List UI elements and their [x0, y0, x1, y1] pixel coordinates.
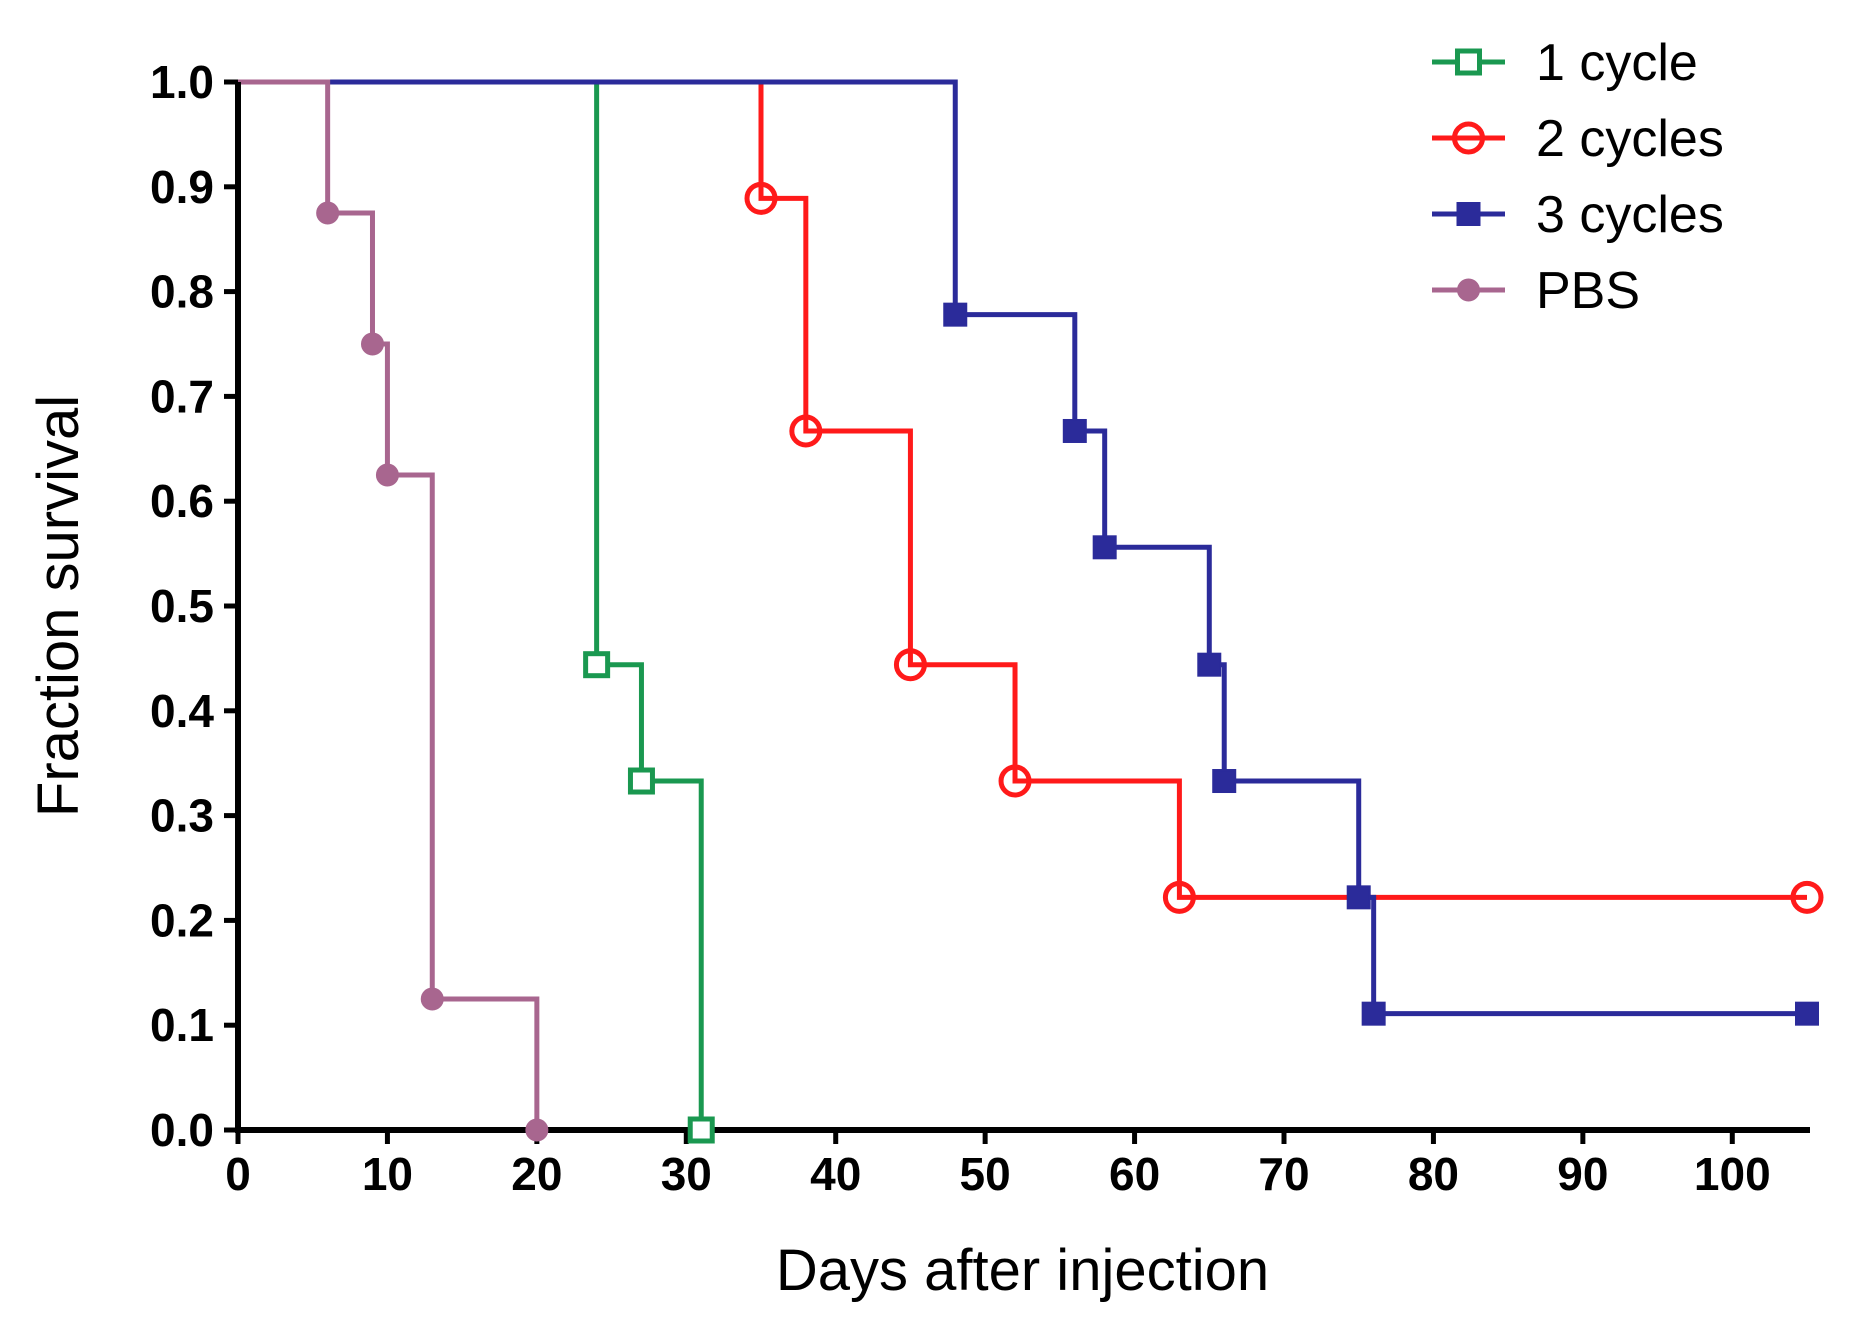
x-tick-label: 70 [1258, 1148, 1309, 1200]
x-tick-label: 90 [1557, 1148, 1608, 1200]
data-point-3-cycles [1795, 1001, 1819, 1026]
data-point-3-cycles [1197, 652, 1222, 677]
y-tick-label: 0.4 [150, 685, 214, 737]
series-line-1-cycle [238, 79, 704, 1130]
data-point-2-cycles [998, 764, 1032, 798]
data-point-3-cycles [943, 302, 968, 327]
data-point-1-cycle [687, 1116, 715, 1144]
data-point-1-cycle [583, 651, 611, 679]
y-tick-label: 0.1 [150, 999, 214, 1051]
y-tick-label: 0.3 [150, 790, 214, 842]
data-point-3-cycles [1062, 418, 1087, 443]
x-tick-label: 10 [362, 1148, 413, 1200]
y-tick-label: 0.8 [150, 266, 214, 318]
data-point-pbs [420, 987, 444, 1011]
data-point-3-cycles [1092, 535, 1117, 560]
legend: 1 cycle 2 cycles 3 cycles PBS [1432, 34, 1724, 320]
x-tick-label: 50 [960, 1148, 1011, 1200]
legend-marker-2-cycles [1452, 121, 1485, 155]
y-tick-label: 0.2 [150, 894, 214, 946]
y-tick-label: 0.5 [150, 580, 214, 632]
data-point-2-cycles [1790, 880, 1824, 914]
data-point-3-cycles [1361, 1001, 1386, 1026]
legend-label-2-cycles: 2 cycles [1536, 110, 1724, 168]
y-tick-label: 0.0 [150, 1104, 214, 1156]
data-point-3-cycles [1212, 769, 1237, 794]
data-point-pbs [525, 1118, 549, 1142]
data-point-2-cycles [789, 414, 823, 448]
legend-marker-pbs [1457, 278, 1480, 302]
y-axis-title: Fraction survival [26, 395, 91, 817]
data-point-pbs [316, 201, 340, 225]
ticks-layer: 0 10 20 30 40 50 60 70 80 90 100 0.0 0.1 0.2 0.3 0.4 0.5… [150, 56, 1771, 1200]
x-tick-label: 40 [810, 1148, 861, 1200]
data-point-2-cycles [1162, 880, 1196, 914]
data-point-pbs [375, 463, 399, 487]
series-line-2-cycles [238, 79, 1807, 900]
data-point-2-cycles [744, 181, 778, 215]
y-tick-label: 0.9 [150, 161, 214, 213]
legend-marker-1-cycle [1455, 48, 1482, 76]
x-tick-label: 20 [511, 1148, 562, 1200]
y-tick-label: 0.6 [150, 475, 214, 527]
x-tick-label: 30 [661, 1148, 712, 1200]
x-tick-label: 60 [1109, 1148, 1160, 1200]
x-tick-label: 80 [1408, 1148, 1459, 1200]
data-point-3-cycles [1346, 885, 1371, 910]
x-tick-label: 100 [1694, 1148, 1771, 1200]
y-tick-label: 0.7 [150, 370, 214, 422]
data-point-1-cycle [627, 767, 655, 795]
data-point-pbs [360, 332, 384, 356]
legend-label-3-cycles: 3 cycles [1536, 186, 1724, 244]
x-tick-label: 0 [225, 1148, 251, 1200]
series-layer [238, 79, 1807, 1130]
markers-layer [316, 181, 1824, 1144]
x-axis-title: Days after injection [776, 1238, 1269, 1303]
legend-label-1-cycle: 1 cycle [1536, 34, 1698, 92]
series-line-pbs [238, 79, 540, 1130]
legend-label-pbs: PBS [1536, 262, 1640, 320]
y-tick-label: 1.0 [150, 56, 214, 108]
data-point-2-cycles [893, 648, 927, 682]
legend-marker-3-cycles [1456, 202, 1481, 226]
